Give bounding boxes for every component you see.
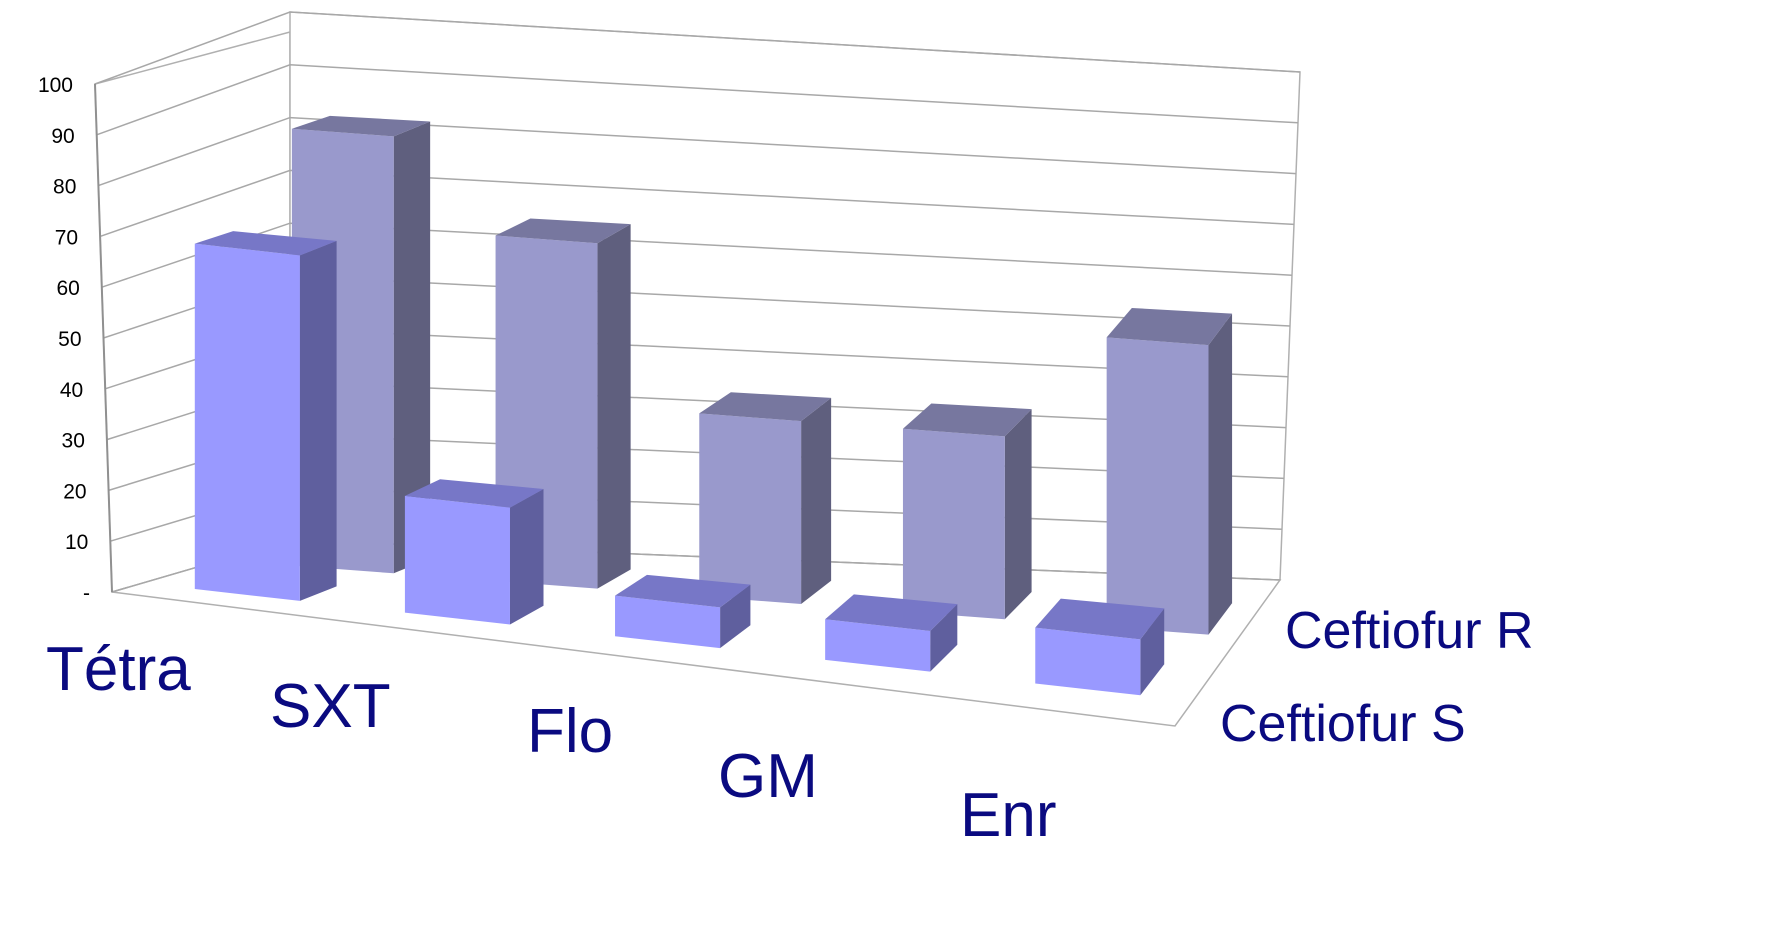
z-axis-series-labels: Ceftiofur S Ceftiofur R [1220, 602, 1534, 753]
bar-top-face [825, 594, 958, 632]
category-label-flo: Flo [527, 697, 613, 766]
bar-front-face [1106, 337, 1209, 635]
bar-ceftiofur-r-gm [902, 403, 1032, 620]
bar-front-face [194, 243, 300, 601]
bar-side-face [720, 584, 751, 649]
bar-side-face [1004, 409, 1032, 620]
bar-side-face [1208, 313, 1233, 635]
y-tick-label: 30 [62, 430, 85, 453]
gridline [94, 11, 1301, 85]
bar-ceftiofur-s-sxt [404, 479, 544, 625]
bar-top-face [404, 479, 544, 508]
bar-top-face [194, 231, 337, 256]
gridline [101, 222, 1293, 288]
bar-side-face [299, 240, 337, 601]
bar-side-face [801, 397, 832, 604]
bar-ceftiofur-s-tetra [194, 231, 337, 601]
category-label-sxt: SXT [270, 672, 391, 741]
gridline [96, 64, 1299, 136]
y-tick-label: 50 [58, 328, 81, 351]
y-tick-label: 90 [51, 125, 74, 148]
bar-front-face [902, 428, 1005, 620]
category-label-enr: Enr [960, 781, 1056, 850]
bar-ceftiofur-r-enr [1106, 307, 1233, 635]
y-tick-label: 10 [65, 531, 88, 554]
gridline [99, 169, 1295, 238]
y-tick-label: 40 [60, 379, 83, 402]
bar-top-face [615, 574, 751, 608]
bar-top-face [291, 115, 431, 137]
bar-front-face [825, 619, 931, 672]
bar-side-face [1140, 608, 1165, 696]
bar-side-face [393, 121, 431, 574]
bar-front-face [404, 495, 510, 625]
y-axis-ticks: - 10 20 30 40 50 60 70 80 90 100 [38, 74, 113, 605]
bar-side-face [930, 604, 958, 672]
y-tick-label: 60 [56, 277, 79, 300]
bar-ceftiofur-s-enr [1035, 598, 1165, 696]
series-label-ceftiofur-r: Ceftiofur R [1285, 602, 1534, 660]
bar-front-face [615, 595, 721, 649]
bar-top-face [699, 392, 832, 422]
y-tick-label: 20 [63, 480, 86, 503]
bar-front-face [699, 413, 802, 604]
bar-ceftiofur-s-flo [615, 574, 751, 649]
bar-ceftiofur-s-gm [825, 594, 958, 672]
bar-top-face [1106, 307, 1233, 346]
y-tick-label: 80 [53, 176, 76, 199]
series-ceftiofur-s-bars [194, 231, 1165, 696]
y-tick-label: 100 [38, 74, 73, 97]
bar-side-face [597, 224, 631, 589]
bar-ceftiofur-r-flo [699, 392, 832, 604]
bar-top-face [902, 403, 1032, 437]
bar-front-face [1035, 627, 1141, 696]
y-tick-label: - [83, 582, 90, 605]
x-axis-category-labels: Tétra SXT Flo GM Enr [46, 635, 1056, 850]
category-label-tetra: Tétra [46, 635, 191, 704]
gridline [98, 116, 1297, 187]
category-label-gm: GM [718, 742, 818, 811]
y-axis-line [94, 83, 113, 593]
bar-top-face [495, 218, 631, 244]
y-tick-label: 70 [55, 226, 78, 249]
series-label-ceftiofur-s: Ceftiofur S [1220, 695, 1466, 753]
bar-side-face [509, 488, 544, 625]
bar-top-face [1035, 598, 1165, 640]
